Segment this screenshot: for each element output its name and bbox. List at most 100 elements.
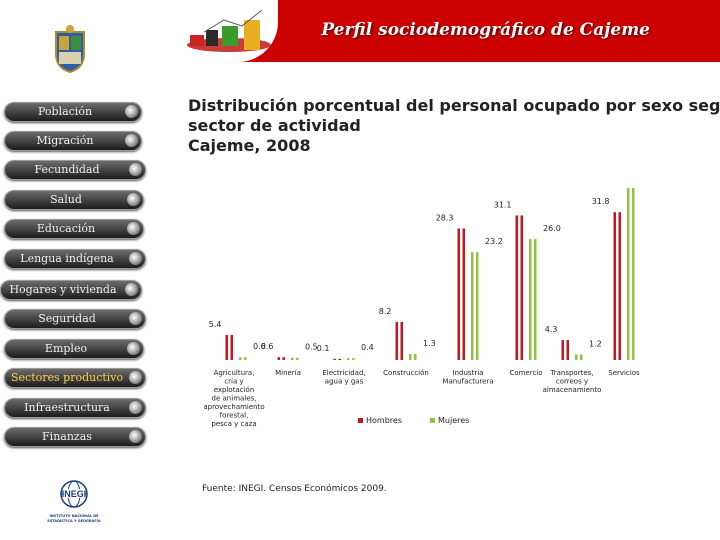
category-label: Servicios xyxy=(608,369,640,377)
data-label: 23.2 xyxy=(485,237,503,246)
nav-button-label: Lengua indígena xyxy=(20,252,114,265)
bar-chart-logo-icon xyxy=(187,9,271,52)
bar-mujeres xyxy=(352,358,355,360)
bar-hombres xyxy=(561,340,564,360)
chart-title-line: sector de actividad xyxy=(188,116,361,135)
bar-hombres xyxy=(515,215,518,360)
chart-title: Distribución porcentual del personal ocu… xyxy=(188,96,720,156)
category-label-line: de animales, xyxy=(212,395,257,403)
nav-knob-icon xyxy=(129,371,142,384)
bar-hombres xyxy=(613,212,616,360)
category-label-line: forestal, xyxy=(220,412,249,420)
category-label-line: explotación xyxy=(214,386,255,394)
nav-button-infraestructura[interactable]: Infraestructura xyxy=(4,398,146,418)
bar-mujeres xyxy=(529,239,532,360)
bar-hombres xyxy=(520,215,523,360)
nav-button-label: Seguridad xyxy=(38,312,96,325)
bar-hombres xyxy=(618,212,621,360)
bar-mujeres xyxy=(471,252,474,360)
bar-hombres xyxy=(400,321,403,360)
data-label: 0.4 xyxy=(361,343,374,352)
category-label-line: Transportes, xyxy=(549,369,593,377)
nav-knob-icon xyxy=(125,134,138,147)
legend-label: Mujeres xyxy=(438,416,469,425)
nav-button-población[interactable]: Población xyxy=(4,102,142,122)
nav-button-empleo[interactable]: Empleo xyxy=(4,339,144,359)
bar-mujeres xyxy=(580,354,583,360)
category-label-line: cría y xyxy=(224,378,243,386)
nav-button-label: Población xyxy=(37,105,93,118)
category-label-line: Comercio xyxy=(509,369,542,377)
municipal-shield-icon xyxy=(55,25,85,74)
nav-button-sectores-productivos[interactable]: Sectores productivos xyxy=(4,368,146,388)
category-label: Electricidad, agua y gas xyxy=(322,369,365,386)
data-label: 26.0 xyxy=(543,224,561,233)
nav-knob-icon xyxy=(127,342,140,355)
category-label-line: aprovechamiento xyxy=(203,403,264,411)
category-label: Industria Manufacturera xyxy=(442,369,493,386)
data-label: 1.2 xyxy=(589,339,602,348)
nav-knob-icon xyxy=(125,105,138,118)
bar-chart: 5.4 0.60.6 0.5 0.1 0.4 8.2 1.3 28.3 23.2 31.1 26.0… xyxy=(203,180,648,428)
nav-button-label: Hogares y vivienda xyxy=(9,283,117,296)
nav-knob-icon xyxy=(127,193,140,206)
nav-button-hogares-y-vivienda[interactable]: Hogares y vivienda xyxy=(0,280,142,300)
category-label-line: correos y xyxy=(556,378,588,386)
legend-label: Hombres xyxy=(366,416,402,425)
category-label-line: Industria xyxy=(453,369,484,377)
sidebar: Población Migración Fecundidad Salud Educaci… xyxy=(0,0,148,540)
data-label: 0.6 xyxy=(253,342,266,351)
nav-button-migración[interactable]: Migración xyxy=(4,131,142,151)
nav-button-label: Fecundidad xyxy=(34,163,100,176)
category-label-line: almacenamiento xyxy=(543,386,602,394)
nav-button-salud[interactable]: Salud xyxy=(4,190,144,210)
inegi-logo: INEGI INSTITUTO NACIONAL DE ESTADÍSTICA … xyxy=(38,480,110,524)
category-label: Minería xyxy=(275,369,301,377)
nav-button-label: Empleo xyxy=(44,342,88,355)
nav-knob-icon xyxy=(129,252,142,265)
category-label-line: Servicios xyxy=(608,369,640,377)
bar-hombres xyxy=(333,358,336,360)
nav-button-lengua-indígena[interactable]: Lengua indígena xyxy=(4,249,146,269)
chart-title-line: Cajeme, 2008 xyxy=(188,136,311,155)
nav-knob-icon xyxy=(127,222,140,235)
legend-swatch xyxy=(430,418,435,423)
data-label: 1.3 xyxy=(423,339,436,348)
category-label-line: Electricidad, xyxy=(322,369,365,377)
bar-hombres xyxy=(395,321,398,360)
chart-title-line: Distribución porcentual del personal ocu… xyxy=(188,96,720,115)
nav-button-label: Infraestructura xyxy=(24,401,110,414)
category-label-line: Agricultura, xyxy=(214,369,255,377)
bar-hombres xyxy=(282,357,285,360)
bar-hombres xyxy=(457,228,460,360)
legend-swatch xyxy=(358,418,363,423)
nav-button-seguridad[interactable]: Seguridad xyxy=(4,309,146,329)
bar-mujeres xyxy=(476,252,479,360)
bar-hombres xyxy=(230,334,233,360)
data-label: 0.6 xyxy=(261,342,274,351)
data-label: 0.1 xyxy=(317,344,330,353)
bar-hombres xyxy=(277,357,280,360)
bar-mujeres xyxy=(575,354,578,360)
category-label: Agricultura, cría y explotación de animales… xyxy=(203,369,264,428)
category-label: Comercio xyxy=(509,369,542,377)
nav-knob-icon xyxy=(129,163,142,176)
bar-mujeres xyxy=(414,353,417,360)
source-note: Fuente: INEGI. Censos Económicos 2009. xyxy=(202,484,387,494)
category-label-line: Manufacturera xyxy=(442,378,493,386)
bar-hombres xyxy=(338,358,341,360)
category-label-line: agua y gas xyxy=(325,378,364,386)
bar-hombres xyxy=(566,340,569,360)
nav-button-educación[interactable]: Educación xyxy=(4,219,144,239)
nav-button-label: Migración xyxy=(36,134,94,147)
category-label-line: Construcción xyxy=(383,369,429,377)
data-label: 28.3 xyxy=(436,213,454,222)
data-label: 8.2 xyxy=(379,307,392,316)
nav-knob-icon xyxy=(129,312,142,325)
nav-button-finanzas[interactable]: Finanzas xyxy=(4,427,146,447)
page-title: Perfil sociodemográfico de Cajeme xyxy=(321,20,650,40)
bar-mujeres xyxy=(239,357,242,360)
data-label: 31.8 xyxy=(592,197,610,206)
nav-button-fecundidad[interactable]: Fecundidad xyxy=(4,160,146,180)
bar-mujeres xyxy=(534,239,537,360)
